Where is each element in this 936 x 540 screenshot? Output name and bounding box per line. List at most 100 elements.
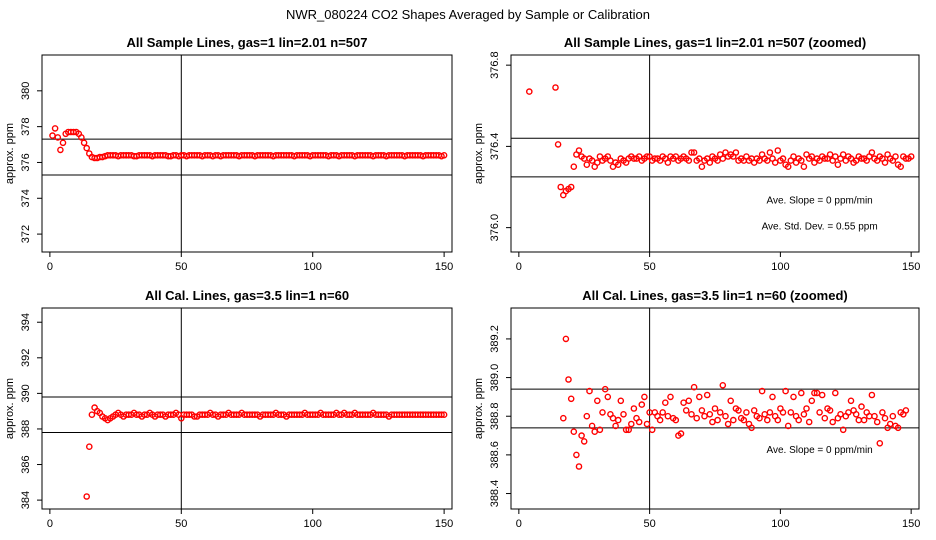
data-point bbox=[643, 420, 651, 428]
data-point bbox=[771, 159, 779, 166]
data-point bbox=[578, 432, 585, 439]
data-point bbox=[557, 183, 565, 191]
data-point bbox=[440, 411, 448, 419]
data-point bbox=[648, 426, 656, 434]
x-tick-label: 50 bbox=[175, 518, 187, 530]
data-point bbox=[876, 439, 884, 447]
data-point bbox=[886, 420, 894, 428]
y-tick-label: 376.8 bbox=[489, 51, 501, 79]
data-point bbox=[614, 416, 622, 424]
data-point bbox=[625, 426, 633, 434]
y-axis-label: approx. ppm bbox=[4, 123, 16, 184]
data-point bbox=[774, 416, 782, 424]
y-tick-label: 394 bbox=[20, 313, 32, 331]
data-point bbox=[795, 416, 803, 424]
data-point bbox=[667, 393, 674, 401]
data-point bbox=[601, 385, 609, 393]
data-point bbox=[766, 149, 774, 156]
data-point bbox=[839, 426, 847, 434]
data-point bbox=[881, 159, 889, 166]
y-tick-label: 389.0 bbox=[489, 364, 501, 392]
data-point bbox=[526, 88, 533, 95]
plot-frame bbox=[41, 54, 453, 253]
data-point bbox=[805, 418, 813, 426]
data-point bbox=[860, 416, 868, 424]
chart-sample-lines: All Sample Lines, gas=1 lin=2.01 n=507 0 5… bbox=[4, 35, 453, 273]
y-tick-label: 378 bbox=[20, 117, 32, 135]
data-point bbox=[440, 151, 448, 159]
data-point bbox=[907, 153, 915, 160]
data-point bbox=[693, 414, 701, 422]
x-tick-label: 150 bbox=[902, 518, 920, 530]
x-tick-label: 100 bbox=[771, 518, 789, 530]
y-tick-label: 388.4 bbox=[489, 480, 501, 508]
x-tick-label: 150 bbox=[435, 518, 453, 530]
data-point bbox=[685, 157, 693, 164]
data-point bbox=[698, 407, 706, 414]
data-point bbox=[680, 399, 687, 407]
data-point bbox=[879, 409, 886, 416]
chart-cal-lines-zoomed: All Cal. Lines, gas=3.5 lin=1 n=60 (zoom… bbox=[473, 288, 920, 530]
data-point bbox=[761, 410, 769, 418]
data-point bbox=[743, 409, 750, 416]
data-point bbox=[570, 163, 578, 170]
data-point bbox=[779, 409, 787, 416]
data-point bbox=[677, 430, 685, 437]
data-point bbox=[80, 139, 88, 147]
x-tick-label: 100 bbox=[304, 518, 322, 530]
data-point bbox=[703, 391, 711, 399]
data-point bbox=[800, 410, 808, 418]
data-point bbox=[709, 418, 716, 426]
data-point bbox=[594, 397, 601, 405]
annotation-text: Ave. Slope = 0 ppm/min bbox=[766, 195, 872, 206]
data-point bbox=[735, 407, 742, 414]
plot-frame bbox=[510, 54, 920, 253]
data-point bbox=[774, 147, 782, 154]
data-point bbox=[599, 409, 606, 416]
data-point bbox=[643, 153, 651, 160]
data-point bbox=[591, 428, 599, 436]
chart-title: All Sample Lines, gas=1 lin=2.01 n=507 (… bbox=[564, 35, 866, 50]
data-point bbox=[858, 403, 865, 410]
data-point bbox=[790, 153, 797, 160]
data-point bbox=[855, 416, 863, 424]
data-point bbox=[604, 393, 612, 401]
data-point bbox=[832, 153, 839, 160]
data-point bbox=[685, 397, 693, 405]
data-point bbox=[83, 144, 90, 152]
data-point bbox=[787, 409, 795, 416]
data-point bbox=[716, 409, 724, 416]
data-point bbox=[894, 424, 902, 432]
data-point bbox=[570, 428, 578, 436]
x-tick-label: 100 bbox=[771, 261, 789, 273]
data-point bbox=[565, 376, 572, 383]
data-point bbox=[664, 412, 672, 420]
data-point bbox=[83, 493, 90, 500]
data-point bbox=[690, 149, 698, 156]
data-point bbox=[672, 416, 680, 424]
y-tick-label: 374 bbox=[20, 189, 32, 207]
y-tick-label: 372 bbox=[20, 225, 32, 243]
data-point bbox=[719, 381, 727, 389]
data-point bbox=[902, 155, 910, 162]
chart-title: All Sample Lines, gas=1 lin=2.01 n=507 bbox=[127, 35, 368, 50]
y-axis-label: approx. ppm bbox=[473, 378, 485, 439]
chart-title: All Cal. Lines, gas=3.5 lin=1 n=60 (zoom… bbox=[582, 288, 848, 303]
data-point bbox=[818, 391, 826, 399]
data-point bbox=[714, 416, 721, 424]
data-point bbox=[575, 463, 583, 470]
data-point bbox=[868, 149, 876, 156]
data-point bbox=[554, 141, 562, 148]
data-point bbox=[567, 395, 575, 403]
data-point bbox=[719, 155, 727, 162]
data-point bbox=[826, 151, 834, 158]
y-tick-label: 376.0 bbox=[489, 214, 501, 242]
data-point bbox=[51, 125, 59, 132]
x-tick-label: 150 bbox=[435, 261, 453, 273]
data-point bbox=[803, 405, 810, 412]
data-point bbox=[722, 412, 729, 420]
data-point bbox=[808, 397, 816, 405]
data-point bbox=[873, 418, 881, 426]
data-point bbox=[868, 391, 876, 399]
data-point bbox=[86, 443, 93, 451]
